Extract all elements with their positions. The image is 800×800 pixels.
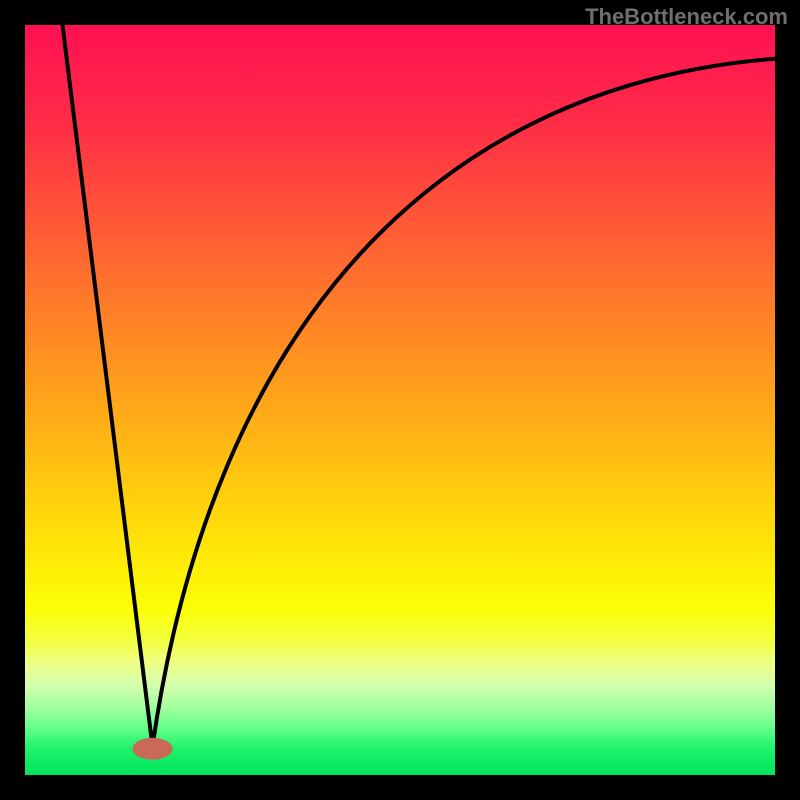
- bottleneck-chart-svg: [0, 0, 800, 800]
- optimum-marker: [133, 738, 173, 760]
- plot-gradient-background: [25, 25, 775, 775]
- watermark-text: TheBottleneck.com: [585, 4, 788, 30]
- chart-container: TheBottleneck.com: [0, 0, 800, 800]
